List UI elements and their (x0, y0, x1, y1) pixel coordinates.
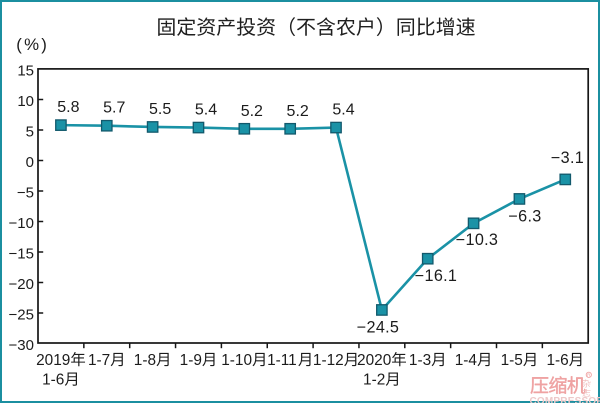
svg-text:R: R (587, 373, 591, 378)
svg-text:1-8: 1-8 (134, 352, 156, 369)
svg-text:5.4: 5.4 (195, 102, 217, 119)
svg-text:5.7: 5.7 (103, 100, 125, 117)
svg-text:5.4: 5.4 (332, 102, 354, 119)
svg-text:−20: −20 (9, 276, 34, 293)
svg-text:5: 5 (26, 124, 34, 141)
svg-text:−10: −10 (9, 215, 34, 232)
svg-text:1-12: 1-12 (313, 352, 344, 369)
svg-text:1-2: 1-2 (363, 372, 385, 389)
svg-text:1-9: 1-9 (180, 352, 202, 369)
svg-text:(%): (%) (16, 35, 49, 54)
svg-text:0: 0 (26, 154, 34, 171)
svg-text:10: 10 (17, 93, 34, 110)
svg-text:1-10: 1-10 (221, 352, 252, 369)
svg-text:−3.1: −3.1 (551, 149, 584, 167)
svg-text:1-3: 1-3 (409, 352, 431, 369)
svg-text:1-11: 1-11 (267, 352, 297, 369)
svg-text:−24.5: −24.5 (357, 318, 399, 336)
svg-text:1-4: 1-4 (455, 352, 478, 369)
svg-text:−25: −25 (9, 307, 34, 324)
svg-text:1-5: 1-5 (501, 352, 523, 369)
svg-text:−5: −5 (17, 185, 34, 202)
svg-text:15: 15 (17, 63, 34, 80)
svg-text:5.2: 5.2 (241, 103, 263, 120)
svg-text:2020: 2020 (357, 352, 391, 369)
svg-text:5.8: 5.8 (57, 99, 79, 116)
svg-text:−16.1: −16.1 (415, 267, 457, 285)
svg-text:−15: −15 (9, 246, 34, 263)
svg-text:1-6: 1-6 (546, 352, 568, 369)
svg-text:−30: −30 (9, 337, 34, 354)
svg-text:2019: 2019 (36, 352, 70, 369)
svg-text:1-7: 1-7 (88, 352, 110, 369)
svg-text:1-6: 1-6 (42, 372, 64, 389)
svg-text:−6.3: −6.3 (508, 207, 541, 225)
svg-text:−10.3: −10.3 (456, 231, 498, 249)
svg-text:COMPRESSOR: COMPRESSOR (530, 396, 600, 403)
svg-text:5.5: 5.5 (149, 101, 171, 118)
svg-text:5.2: 5.2 (287, 103, 309, 120)
